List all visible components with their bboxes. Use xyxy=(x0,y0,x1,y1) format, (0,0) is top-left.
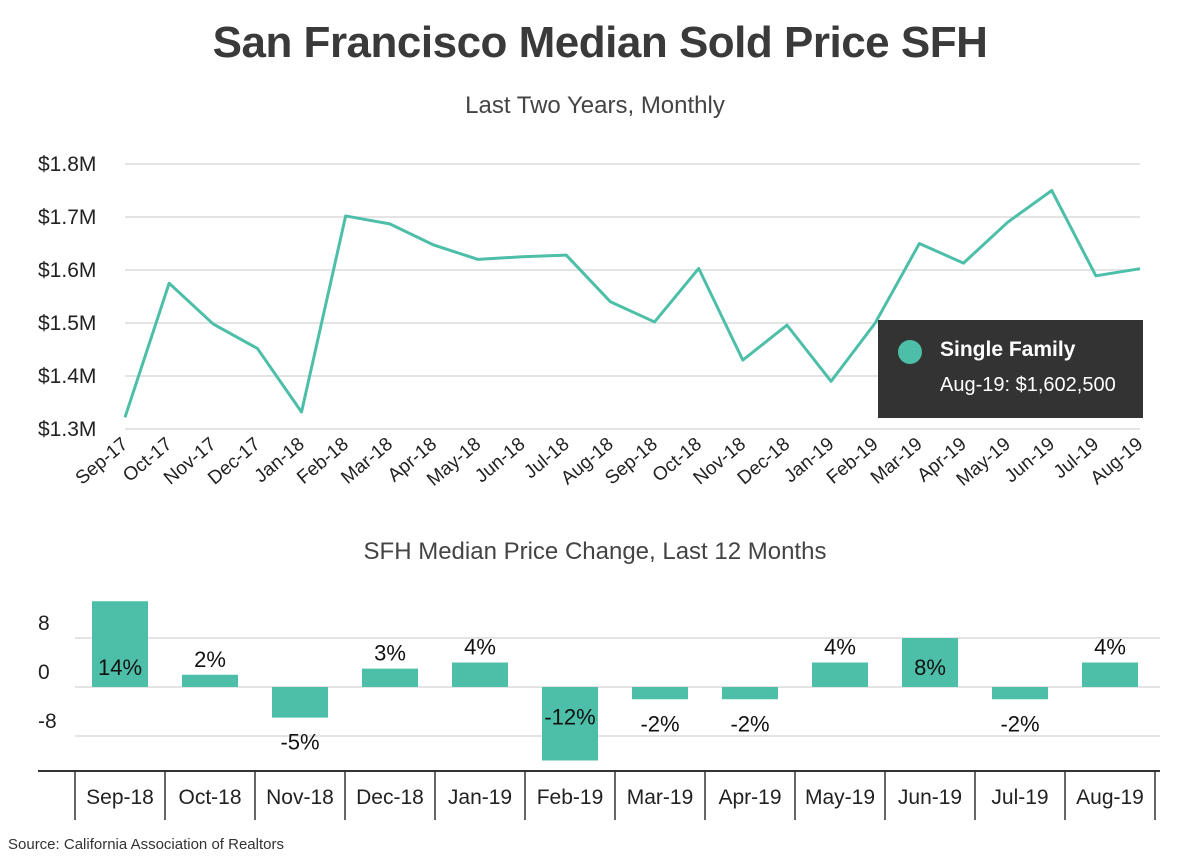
bar-data-label: 8% xyxy=(914,655,946,680)
x-category-label: Feb-19 xyxy=(537,786,604,809)
x-category-label: Apr-19 xyxy=(718,786,781,809)
y-tick-label: $1.5M xyxy=(38,312,96,335)
tooltip-value: Aug-19: $1,602,500 xyxy=(940,374,1116,396)
bar xyxy=(1082,662,1138,687)
bar xyxy=(812,662,868,687)
bar-data-label: -5% xyxy=(280,730,319,755)
y-tick-label: 0 xyxy=(38,661,50,684)
bar-chart-title: SFH Median Price Change, Last 12 Months xyxy=(363,538,827,565)
bar xyxy=(722,687,778,700)
x-category-label: Dec-18 xyxy=(356,786,424,809)
bar-data-label: -2% xyxy=(730,711,769,736)
x-category-label: Oct-18 xyxy=(178,786,241,809)
x-category-label: Jun-19 xyxy=(898,786,962,809)
x-category-label: Jul-19 xyxy=(991,786,1048,809)
bar-data-label: 3% xyxy=(374,641,406,666)
y-tick-label: -8 xyxy=(38,710,57,733)
bar-data-label: 4% xyxy=(824,635,856,660)
x-category-label: Nov-18 xyxy=(266,786,334,809)
source-note: Source: California Association of Realto… xyxy=(8,836,284,853)
bar-data-label: 4% xyxy=(464,635,496,660)
bar xyxy=(992,687,1048,700)
bar xyxy=(92,601,148,687)
bar-data-label: -12% xyxy=(544,705,595,730)
series-line xyxy=(123,189,1141,418)
bar-data-label: 4% xyxy=(1094,635,1126,660)
tooltip-series-name: Single Family xyxy=(940,338,1076,361)
bar xyxy=(902,638,958,687)
bar xyxy=(182,674,238,687)
y-tick-label: $1.6M xyxy=(38,259,96,282)
bar xyxy=(362,668,418,687)
bar xyxy=(452,662,508,687)
line-chart-subtitle: Last Two Years, Monthly xyxy=(465,92,725,119)
series-dot-icon xyxy=(898,340,922,364)
y-tick-label: $1.4M xyxy=(38,365,96,388)
bar xyxy=(632,687,688,700)
bar-data-label: 2% xyxy=(194,647,226,672)
x-category-label: Sep-18 xyxy=(86,786,154,809)
y-tick-label: $1.7M xyxy=(38,206,96,229)
x-category-label: Jan-19 xyxy=(448,786,512,809)
bar xyxy=(542,687,598,761)
y-tick-label: $1.3M xyxy=(38,418,96,441)
bar-data-label: -2% xyxy=(1000,711,1039,736)
bar-data-label: 14% xyxy=(98,655,142,680)
tooltip: Single Family Aug-19: $1,602,500 xyxy=(878,320,1143,418)
y-tick-label: 8 xyxy=(38,612,50,635)
x-category-label: Aug-19 xyxy=(1076,786,1144,809)
y-tick-label: $1.8M xyxy=(38,153,96,176)
x-category-label: Mar-19 xyxy=(627,786,694,809)
bar-data-label: -2% xyxy=(640,711,679,736)
chart-title: San Francisco Median Sold Price SFH xyxy=(212,18,988,67)
x-category-label: May-19 xyxy=(805,786,875,809)
bar xyxy=(272,687,328,718)
